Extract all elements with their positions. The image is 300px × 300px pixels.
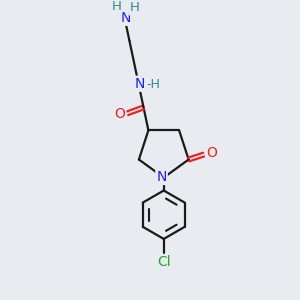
Text: O: O [206,146,217,160]
Text: N: N [135,77,145,91]
Text: N: N [121,11,131,25]
Text: O: O [114,107,125,121]
Text: Cl: Cl [157,255,171,269]
Text: H: H [129,2,139,14]
Text: N: N [156,170,167,184]
Text: H: H [112,0,122,13]
Text: -H: -H [146,78,160,91]
